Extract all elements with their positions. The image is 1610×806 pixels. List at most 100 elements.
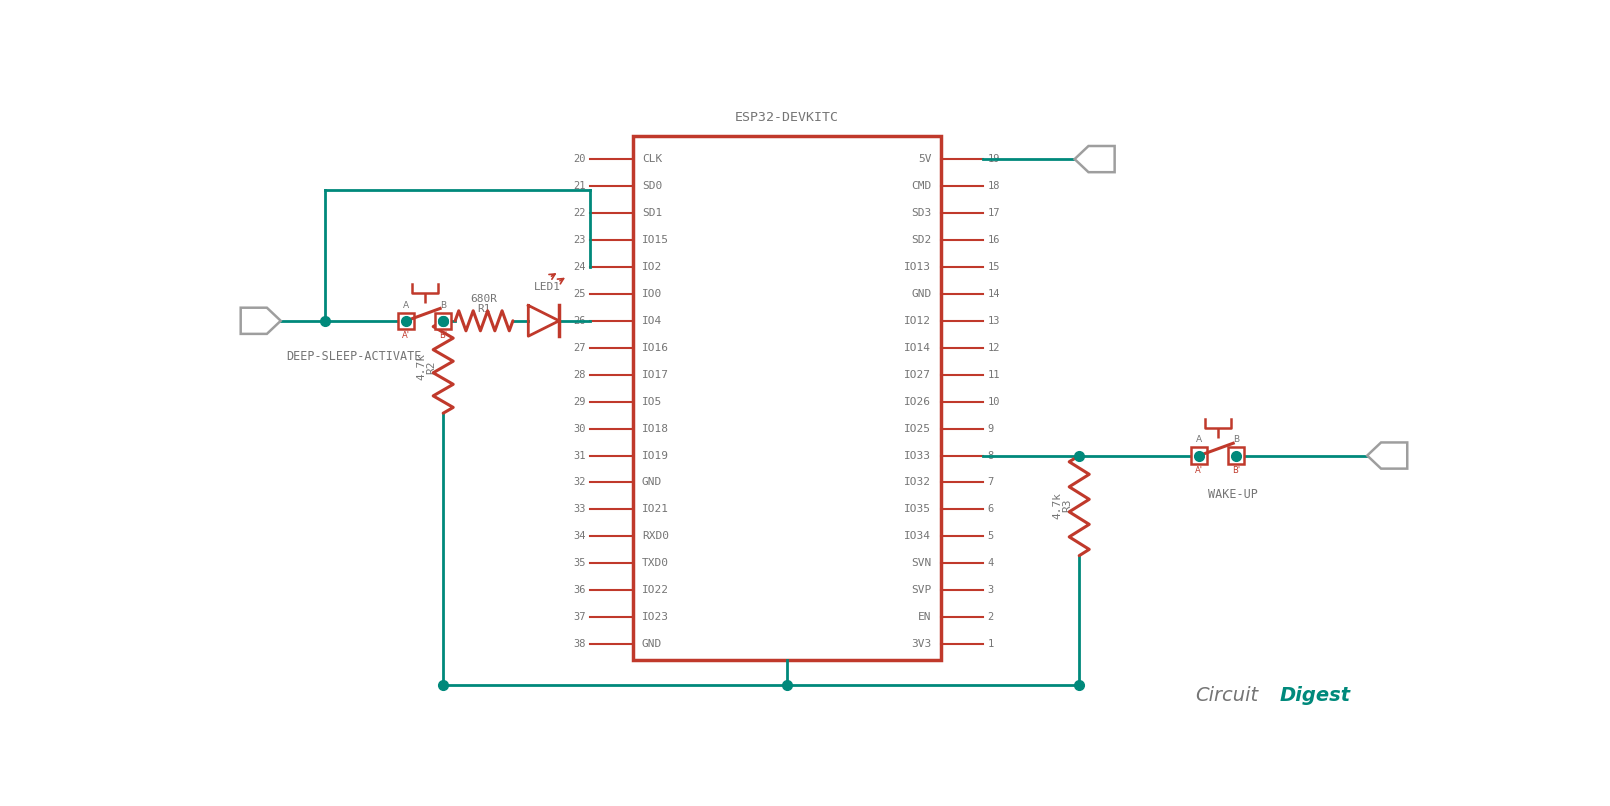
Text: SD1: SD1 [642, 208, 662, 218]
Text: IO12: IO12 [905, 316, 931, 326]
Text: Circuit: Circuit [1195, 686, 1257, 705]
Text: ESP32-DEVKITC: ESP32-DEVKITC [734, 111, 839, 124]
Text: 33: 33 [573, 505, 586, 514]
Text: 35: 35 [573, 559, 586, 568]
Text: IO25: IO25 [905, 424, 931, 434]
Text: IO34: IO34 [905, 531, 931, 542]
Polygon shape [1074, 146, 1114, 172]
Text: 10: 10 [987, 397, 1000, 407]
Text: IO32: IO32 [905, 477, 931, 488]
Text: B: B [1233, 435, 1240, 444]
Text: 3: 3 [987, 585, 993, 596]
Text: 14: 14 [987, 289, 1000, 299]
Text: B: B [440, 301, 446, 310]
Text: IO15: IO15 [642, 235, 668, 245]
Text: 25: 25 [573, 289, 586, 299]
Text: 23: 23 [573, 235, 586, 245]
Bar [633, 136, 940, 659]
Text: 36: 36 [573, 585, 586, 596]
Text: IO21: IO21 [642, 505, 668, 514]
Text: 20: 20 [573, 154, 586, 164]
Text: 17: 17 [987, 208, 1000, 218]
Text: 21: 21 [573, 181, 586, 191]
Text: 5V: 5V [918, 154, 931, 164]
Text: A': A' [402, 331, 411, 340]
Text: 4: 4 [987, 559, 993, 568]
Text: 1: 1 [987, 639, 993, 649]
Text: 31: 31 [573, 451, 586, 460]
Bar [398, 313, 414, 329]
Bar [1228, 447, 1245, 463]
Text: 3V3: 3V3 [911, 639, 931, 649]
Text: IO19: IO19 [642, 451, 668, 460]
Text: 28: 28 [573, 370, 586, 380]
Polygon shape [242, 308, 280, 334]
Text: IO18: IO18 [642, 424, 668, 434]
Text: 9: 9 [987, 424, 993, 434]
Text: 26: 26 [573, 316, 586, 326]
Text: 19: 19 [987, 154, 1000, 164]
Text: IO35: IO35 [905, 505, 931, 514]
Text: 34: 34 [573, 531, 586, 542]
Text: 2: 2 [987, 613, 993, 622]
Text: 4.7k: 4.7k [1053, 492, 1063, 519]
Text: 37: 37 [573, 613, 586, 622]
Text: 22: 22 [573, 208, 586, 218]
Text: GND: GND [642, 477, 662, 488]
Text: IO17: IO17 [642, 370, 668, 380]
Text: 8: 8 [987, 451, 993, 460]
Text: WAKE-UP: WAKE-UP [1208, 488, 1257, 501]
Text: CLK: CLK [642, 154, 662, 164]
Text: Digest: Digest [1280, 686, 1351, 705]
Text: GND: GND [1378, 451, 1396, 460]
Text: 11: 11 [987, 370, 1000, 380]
Text: 24: 24 [573, 262, 586, 272]
Text: GND: GND [251, 316, 270, 326]
Text: A: A [1196, 435, 1203, 444]
Text: 38: 38 [573, 639, 586, 649]
Text: SD2: SD2 [911, 235, 931, 245]
Text: IO16: IO16 [642, 343, 668, 353]
Text: 7: 7 [987, 477, 993, 488]
Text: IO4: IO4 [642, 316, 662, 326]
Text: IO0: IO0 [642, 289, 662, 299]
Text: A': A' [1195, 466, 1203, 475]
Text: LED1: LED1 [535, 281, 560, 292]
Text: SD0: SD0 [642, 181, 662, 191]
Text: 32: 32 [573, 477, 586, 488]
Text: 6: 6 [987, 505, 993, 514]
Text: 30: 30 [573, 424, 586, 434]
Text: A: A [402, 301, 409, 310]
Bar [1191, 447, 1208, 463]
Text: 15: 15 [987, 262, 1000, 272]
Text: 680R: 680R [470, 294, 497, 304]
Text: IO5: IO5 [642, 397, 662, 407]
Text: 27: 27 [573, 343, 586, 353]
Text: R2: R2 [427, 360, 436, 374]
Text: B': B' [1232, 466, 1240, 475]
Text: IO22: IO22 [642, 585, 668, 596]
Bar [435, 313, 451, 329]
Text: SVP: SVP [911, 585, 931, 596]
Text: R3: R3 [1063, 499, 1072, 513]
Text: IO27: IO27 [905, 370, 931, 380]
Text: 4.7k: 4.7k [417, 354, 427, 380]
Text: RXD0: RXD0 [642, 531, 668, 542]
Text: 18: 18 [987, 181, 1000, 191]
Text: DEEP-SLEEP-ACTIVATE: DEEP-SLEEP-ACTIVATE [287, 350, 422, 363]
Text: IO26: IO26 [905, 397, 931, 407]
Text: SVN: SVN [911, 559, 931, 568]
Text: 16: 16 [987, 235, 1000, 245]
Text: IO14: IO14 [905, 343, 931, 353]
Text: IO23: IO23 [642, 613, 668, 622]
Text: R1: R1 [477, 304, 491, 314]
Text: CMD: CMD [911, 181, 931, 191]
Text: 5: 5 [987, 531, 993, 542]
Text: GND: GND [642, 639, 662, 649]
Text: 5V: 5V [1088, 154, 1101, 164]
Text: TXD0: TXD0 [642, 559, 668, 568]
Text: 12: 12 [987, 343, 1000, 353]
Text: GND: GND [911, 289, 931, 299]
Text: B': B' [440, 331, 448, 340]
Text: IO33: IO33 [905, 451, 931, 460]
